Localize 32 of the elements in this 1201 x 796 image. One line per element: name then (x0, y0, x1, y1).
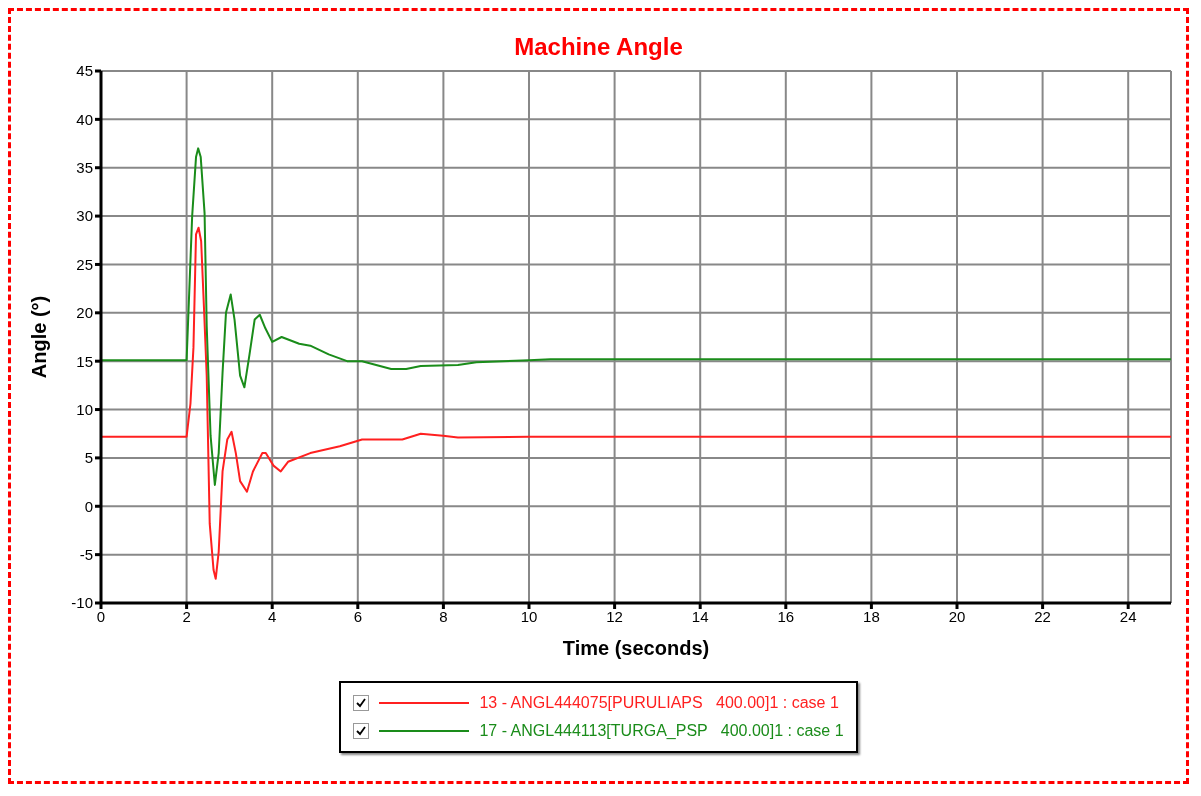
x-tick-label: 0 (96, 607, 106, 625)
y-tick-label: 30 (76, 207, 93, 225)
y-tick-label: -10 (71, 594, 93, 612)
y-tick-label: 40 (76, 110, 93, 128)
x-tick-label: 6 (353, 607, 362, 625)
x-tick-label: 18 (863, 607, 880, 625)
text: 17 - ANGL444113[TURGA_PSP 400.00]1 : case 1 (479, 722, 844, 740)
y-tick-label: 25 (76, 255, 93, 273)
line-series (101, 226, 1171, 580)
x-axis-title: Time (seconds) (562, 637, 710, 659)
line-series (101, 147, 1171, 486)
y-tick-label: 20 (76, 304, 93, 322)
x-tick-label: 14 (691, 607, 709, 625)
y-tick-label: 45 (76, 62, 93, 80)
x-tick-label: 4 (268, 607, 277, 625)
x-tick-label: 12 (606, 607, 623, 625)
x-tick-label: 8 (439, 607, 448, 625)
x-tick-label: 20 (948, 607, 966, 625)
y-tick-label: 5 (84, 449, 93, 467)
y-axis-title: Angle (°) (28, 295, 51, 379)
y-tick-label: 0 (84, 497, 93, 515)
x-tick-label: 16 (777, 607, 795, 625)
x-tick-label: 2 (182, 607, 191, 625)
y-tick-label: 15 (76, 352, 93, 370)
y-tick-label: 35 (76, 159, 93, 177)
x-tick-label: 10 (520, 607, 538, 625)
text: 13 - ANGL444075[PURULIAPS 400.00]1 : case 1 (479, 694, 839, 712)
x-tick-label: 22 (1034, 607, 1051, 625)
y-tick-label: -5 (79, 545, 93, 563)
y-tick-label: 10 (76, 400, 93, 418)
x-tick-label: 24 (1119, 607, 1137, 625)
chart-title: Machine Angle (513, 33, 684, 62)
